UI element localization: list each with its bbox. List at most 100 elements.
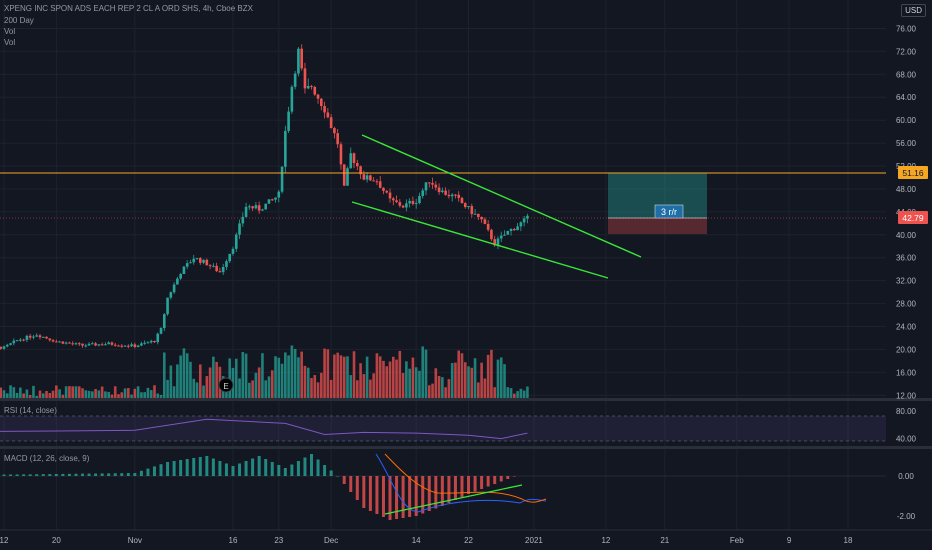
macd-histogram-bar	[159, 464, 163, 476]
volume-bar	[94, 388, 97, 398]
rsi-band	[0, 416, 886, 441]
long-position-tool[interactable]: 3 r/r	[608, 173, 707, 234]
macd-histogram-bar	[421, 476, 425, 514]
macd-divergence-line[interactable]	[384, 484, 523, 515]
volume-bar	[58, 389, 61, 398]
candle-body	[457, 194, 461, 198]
volume-bar	[427, 385, 431, 398]
time-axis[interactable]: 12 20 Nov 16 23 Dec 14 22 2021 12 21 Feb 9 18	[0, 536, 853, 545]
candle-body	[349, 153, 353, 169]
currency-badge[interactable]: USD	[901, 4, 926, 17]
macd-histogram-bar	[486, 476, 490, 487]
volume-bar	[257, 367, 261, 398]
candle-body	[172, 284, 176, 293]
time-tick-label: 21	[660, 536, 669, 545]
volume-bar	[156, 393, 160, 398]
volume-bar	[51, 390, 55, 398]
price-tick-label: 32.00	[896, 277, 917, 286]
candle-body	[424, 182, 428, 191]
volume-bar	[447, 379, 451, 398]
price-tick-label: 56.00	[896, 139, 917, 148]
candle-body	[372, 180, 375, 182]
volume-bar	[48, 393, 52, 398]
macd-histogram-bar	[506, 476, 510, 479]
volume-bar	[342, 356, 346, 398]
macd-histogram-bar	[467, 476, 471, 494]
macd-histogram-bar	[120, 473, 124, 476]
volume-indicator-label-2[interactable]: Vol	[4, 38, 16, 47]
macd-histogram-bar	[238, 463, 242, 476]
volume-bar	[97, 390, 101, 398]
rsi-title: RSI (14, close)	[4, 406, 57, 415]
candle-body	[41, 336, 45, 338]
candle-body	[156, 333, 160, 343]
volume-bar	[77, 386, 81, 398]
price-tick-label: 12.00	[896, 391, 917, 400]
macd-histogram-bar	[28, 474, 32, 476]
volume-bar	[104, 391, 107, 398]
macd-histogram-bar	[218, 461, 222, 476]
volume-bar	[248, 382, 251, 398]
candle-body	[333, 128, 336, 134]
signal-line	[384, 453, 547, 503]
ma-indicator-label[interactable]: 200 Day	[4, 16, 34, 25]
pane-divider-2[interactable]	[0, 446, 932, 449]
candle-body	[185, 263, 189, 267]
candle-body	[352, 153, 356, 164]
candle-body	[509, 228, 513, 232]
macd-histogram-bar	[499, 476, 503, 482]
macd-histogram-bar	[283, 468, 287, 476]
volume-bar	[159, 394, 163, 398]
candle-body	[519, 222, 523, 227]
volume-bar	[414, 367, 418, 398]
volume-bar	[303, 365, 307, 398]
macd-pane[interactable]: MACD (12, 26, close, 9)	[0, 453, 886, 520]
rsi-tick-label: 40.00	[896, 435, 917, 444]
rsi-pane[interactable]: RSI (14, close)	[0, 406, 886, 442]
candle-body	[477, 213, 480, 217]
pane-divider-1[interactable]	[0, 398, 932, 401]
candle-body	[421, 190, 425, 196]
price-tick-label: 76.00	[896, 24, 917, 33]
volume-bar	[107, 391, 110, 398]
macd-histogram-bar	[460, 476, 464, 497]
earnings-marker[interactable]: E	[218, 377, 234, 393]
volume-indicator-label-1[interactable]: Vol	[4, 27, 16, 36]
candle-body	[38, 335, 42, 338]
candle-body	[146, 342, 150, 344]
candle-body	[12, 340, 16, 344]
volume-bar	[238, 378, 241, 398]
candle-body	[385, 190, 389, 193]
macd-histogram-bar	[139, 470, 143, 476]
candle-body	[68, 342, 71, 344]
volume-bar	[326, 349, 330, 398]
volume-bar	[45, 390, 48, 398]
volume-bar	[378, 356, 382, 398]
volume-bar	[284, 352, 287, 398]
macd-histogram-bar	[35, 474, 39, 476]
macd-histogram-bar	[264, 459, 268, 476]
macd-histogram-bar	[447, 476, 451, 503]
macd-histogram-bar	[205, 456, 209, 476]
candle-body	[136, 345, 140, 348]
volume-bar	[372, 373, 375, 398]
volume-bar	[15, 392, 19, 398]
volume-bar	[179, 355, 182, 398]
price-tick-label: 16.00	[896, 368, 917, 377]
macd-histogram-bar	[67, 473, 71, 476]
volume-bar	[0, 387, 3, 398]
candle-body	[261, 209, 264, 211]
candle-body	[483, 219, 487, 224]
volume-bar	[81, 388, 84, 398]
stop-zone	[608, 218, 707, 234]
candle-body	[251, 206, 254, 209]
candle-body	[22, 339, 25, 341]
macd-histogram-bar	[440, 476, 444, 506]
candle-body	[192, 258, 196, 263]
volume-bar	[454, 362, 457, 398]
wedge-upper-trendline[interactable]	[361, 134, 642, 258]
volume-bar	[516, 391, 519, 398]
symbol-title[interactable]: XPENG INC SPON ADS EACH REP 2 CL A ORD S…	[4, 4, 253, 13]
wedge-lower-trendline[interactable]	[351, 201, 609, 279]
